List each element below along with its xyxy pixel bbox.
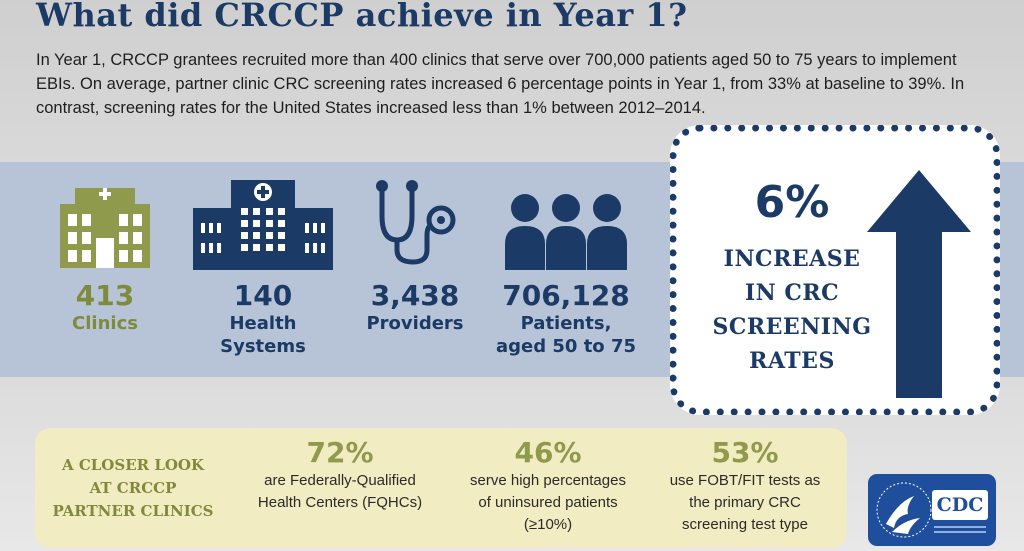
cdc-wordmark: CDC <box>932 490 988 520</box>
stat-value: 140 <box>233 279 293 312</box>
increase-caption: INCREASE IN CRC SCREENING RATES <box>712 246 872 374</box>
increase-callout: 6% INCREASE IN CRC SCREENING RATES <box>670 125 1000 415</box>
hospital-icon <box>193 180 333 270</box>
stat-patients: 706,128 Patients, aged 50 to 75 <box>486 192 646 358</box>
up-arrow-icon <box>867 170 971 398</box>
stat-value: 3,438 <box>370 279 460 312</box>
clinic-building-icon <box>60 188 150 268</box>
stat-label: Clinics <box>72 313 138 334</box>
closer-look-heading: A CLOSER LOOK AT CRCCP PARTNER CLINICS <box>52 456 214 520</box>
intro-paragraph: In Year 1, CRCCP grantees recruited more… <box>36 51 965 117</box>
fact-text: serve high percentages of uninsured pati… <box>470 472 626 533</box>
people-icon <box>505 194 627 270</box>
fact-fobt-fit: 53% use FOBT/FIT tests as the primary CR… <box>655 436 835 536</box>
stat-label: Patients, aged 50 to 75 <box>496 313 636 357</box>
hhs-eagle-icon <box>876 482 932 538</box>
fact-uninsured: 46% serve high percentages of uninsured … <box>443 436 653 536</box>
fact-text: are Federally-Qualified Health Centers (… <box>257 472 423 511</box>
stat-label: Providers <box>366 313 464 334</box>
increase-value: 6% <box>754 177 830 228</box>
cdc-logo-text: CDC <box>936 494 984 516</box>
fact-value: 53% <box>711 436 779 469</box>
stat-providers: 3,438 Providers <box>350 178 480 335</box>
page-title: What did CRCCP achieve in Year 1? <box>36 0 688 34</box>
cdc-tagline-lines <box>934 526 986 528</box>
closer-look-panel: A CLOSER LOOK AT CRCCP PARTNER CLINICS 7… <box>35 428 847 548</box>
fact-value: 72% <box>306 436 374 469</box>
cdc-logo: CDC <box>868 474 996 546</box>
stat-value: 706,128 <box>502 279 630 312</box>
stethoscope-icon <box>376 180 456 265</box>
fact-value: 46% <box>514 436 582 469</box>
stat-value: 413 <box>75 279 135 312</box>
stat-health-systems: 140 Health Systems <box>183 178 343 358</box>
stat-clinics: 413 Clinics <box>40 180 170 335</box>
fact-fqhc: 72% are Federally-Qualified Health Cente… <box>235 436 445 514</box>
stat-label: Health Systems <box>220 313 306 357</box>
fact-text: use FOBT/FIT tests as the primary CRC sc… <box>669 472 821 533</box>
